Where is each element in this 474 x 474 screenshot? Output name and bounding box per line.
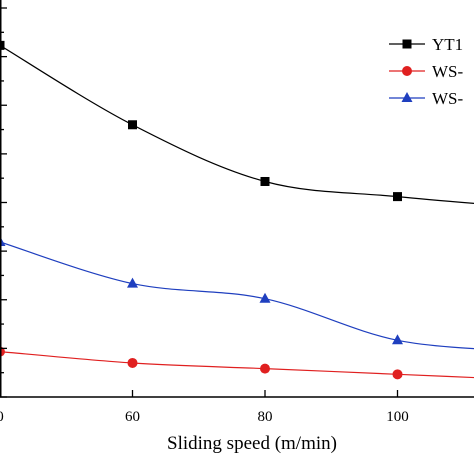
x-tick-label: 60 <box>125 409 140 425</box>
x-tick-label: 80 <box>258 409 273 425</box>
legend-marker-3 <box>401 92 413 102</box>
series-2-point-2 <box>127 357 138 368</box>
series-line-2 <box>0 351 474 379</box>
x-tick-label: 100 <box>386 409 409 425</box>
legend-marker-1 <box>402 39 412 49</box>
series-3-point-2 <box>127 277 138 288</box>
series-line-3 <box>0 241 474 350</box>
x-tick-label: 0 <box>0 409 4 425</box>
series-3-point-3 <box>259 292 271 303</box>
legend-label-3: WS- <box>432 89 464 108</box>
x-axis-title: Sliding speed (m/min) <box>167 433 337 454</box>
x-ticks <box>0 390 399 397</box>
plot-lines <box>0 44 474 379</box>
legend-label-2: WS- <box>432 62 464 81</box>
x-tick-labels: 0 60 80 100 <box>0 409 409 425</box>
series-1-point-1 <box>0 40 5 50</box>
series-2-point-4 <box>392 369 403 380</box>
series-1-point-3 <box>260 176 270 186</box>
legend-marker-2 <box>402 66 412 76</box>
legend: YT1 WS- WS- <box>389 35 464 108</box>
series-1-point-2 <box>128 120 137 130</box>
series-1-point-4 <box>393 192 402 202</box>
y-ticks <box>0 7 7 398</box>
legend-label-1: YT1 <box>432 35 463 54</box>
series-3-point-4 <box>392 334 403 345</box>
plot-markers <box>0 40 403 380</box>
axes <box>0 0 474 398</box>
series-2-point-3 <box>260 363 270 374</box>
